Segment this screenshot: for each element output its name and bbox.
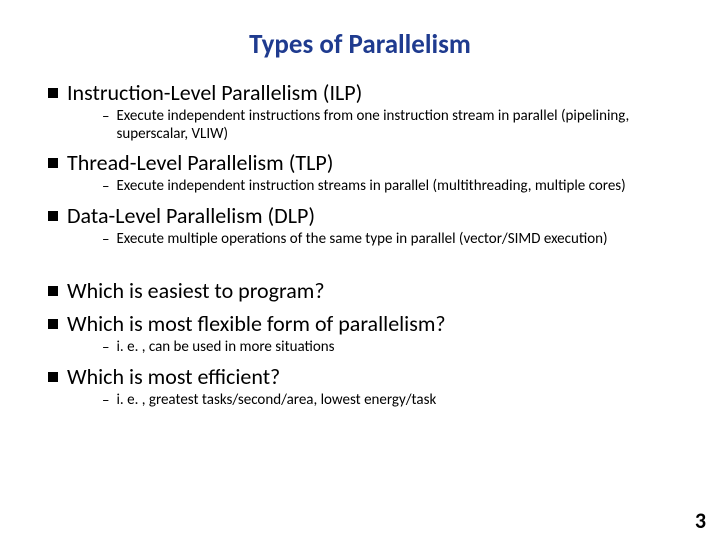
sub-bullet-text: i. e. , greatest tasks/second/area, lowe… [116,392,436,410]
bullet-heading: Instruction-Level Parallelism (ILP) [67,79,362,106]
square-bullet-icon [48,158,58,168]
sub-bullet-text: i. e. , can be used in more situations [116,339,334,357]
page-number: 3 [695,507,706,534]
sub-bullet: – Execute independent instruction stream… [48,178,672,196]
square-bullet-icon [48,372,58,382]
dash-icon: – [102,178,109,196]
square-bullet-icon [48,211,58,221]
slide-title: Types of Parallelism [48,28,672,61]
dash-icon: – [102,231,109,249]
square-bullet-icon [48,286,58,296]
bullet-heading: Which is most efficient? [67,363,280,390]
sub-bullet: – Execute independent instructions from … [48,108,672,143]
bullet-heading: Data-Level Parallelism (DLP) [67,202,315,229]
bullet-item: Which is most efficient? [48,363,672,390]
spacer [48,253,672,271]
sub-bullet: – i. e. , can be used in more situations [48,339,672,357]
sub-bullet-text: Execute independent instruction streams … [116,178,625,196]
sub-bullet: – Execute multiple operations of the sam… [48,231,672,249]
bullet-list-main: Instruction-Level Parallelism (ILP) – Ex… [48,79,672,249]
dash-icon: – [102,392,109,410]
bullet-heading: Which is most flexible form of paralleli… [67,310,446,337]
bullet-heading: Thread-Level Parallelism (TLP) [67,149,333,176]
dash-icon: – [102,108,109,126]
bullet-item: Data-Level Parallelism (DLP) [48,202,672,229]
sub-bullet-text: Execute multiple operations of the same … [116,231,607,249]
dash-icon: – [102,339,109,357]
bullet-item: Which is easiest to program? [48,277,672,304]
bullet-item: Which is most flexible form of paralleli… [48,310,672,337]
sub-bullet: – i. e. , greatest tasks/second/area, lo… [48,392,672,410]
sub-bullet-text: Execute independent instructions from on… [116,108,672,143]
bullet-item: Thread-Level Parallelism (TLP) [48,149,672,176]
slide-content: Types of Parallelism Instruction-Level P… [0,0,720,410]
bullet-list-questions: Which is easiest to program? Which is mo… [48,277,672,410]
square-bullet-icon [48,88,58,98]
bullet-item: Instruction-Level Parallelism (ILP) [48,79,672,106]
bullet-heading: Which is easiest to program? [67,277,325,304]
square-bullet-icon [48,319,58,329]
